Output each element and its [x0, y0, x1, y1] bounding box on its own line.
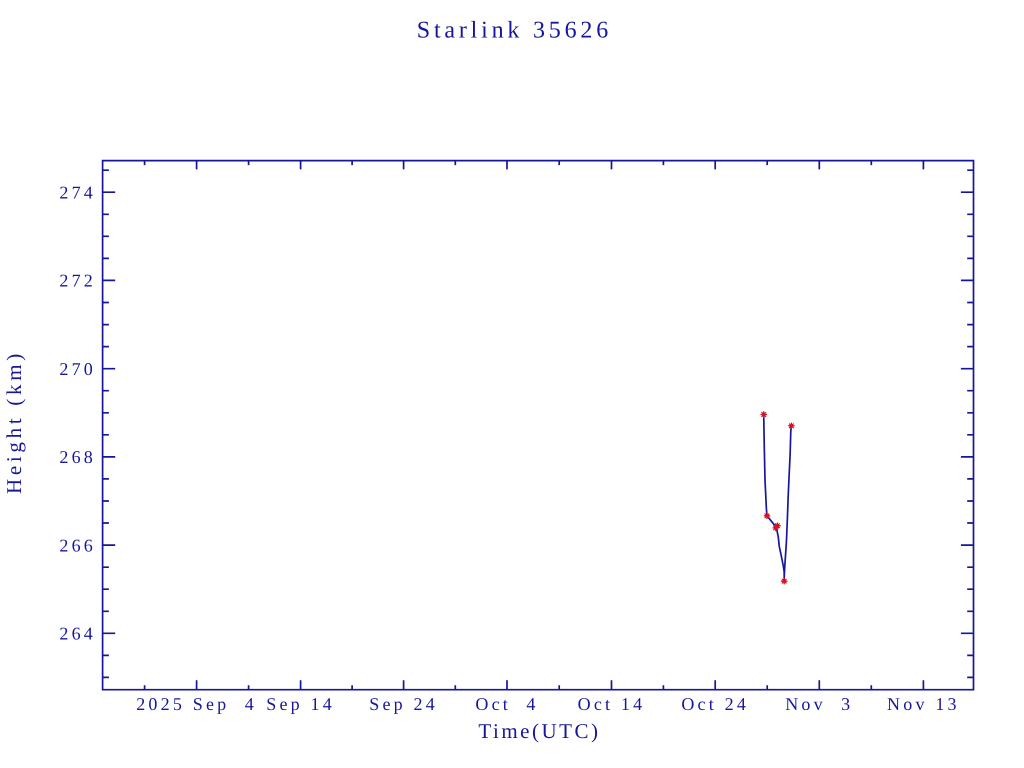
- svg-text:2025 Sep 4: 2025 Sep 4: [136, 694, 257, 714]
- svg-text:Oct 14: Oct 14: [578, 694, 646, 714]
- svg-text:Nov 3: Nov 3: [785, 694, 853, 714]
- svg-text:Time(UTC): Time(UTC): [478, 719, 600, 743]
- svg-text:274: 274: [59, 182, 96, 202]
- svg-text:Sep 14: Sep 14: [266, 694, 335, 714]
- svg-text:268: 268: [59, 447, 96, 467]
- svg-text:272: 272: [59, 271, 96, 291]
- svg-text:270: 270: [59, 359, 96, 379]
- svg-text:Starlink 35626: Starlink 35626: [417, 18, 612, 44]
- svg-text:264: 264: [59, 624, 96, 644]
- svg-text:Height (km): Height (km): [2, 350, 26, 494]
- svg-text:Oct 4: Oct 4: [475, 694, 538, 714]
- svg-text:266: 266: [59, 535, 96, 555]
- svg-text:Nov 13: Nov 13: [887, 694, 960, 714]
- svg-text:Sep 24: Sep 24: [369, 694, 438, 714]
- svg-text:Oct 24: Oct 24: [681, 694, 749, 714]
